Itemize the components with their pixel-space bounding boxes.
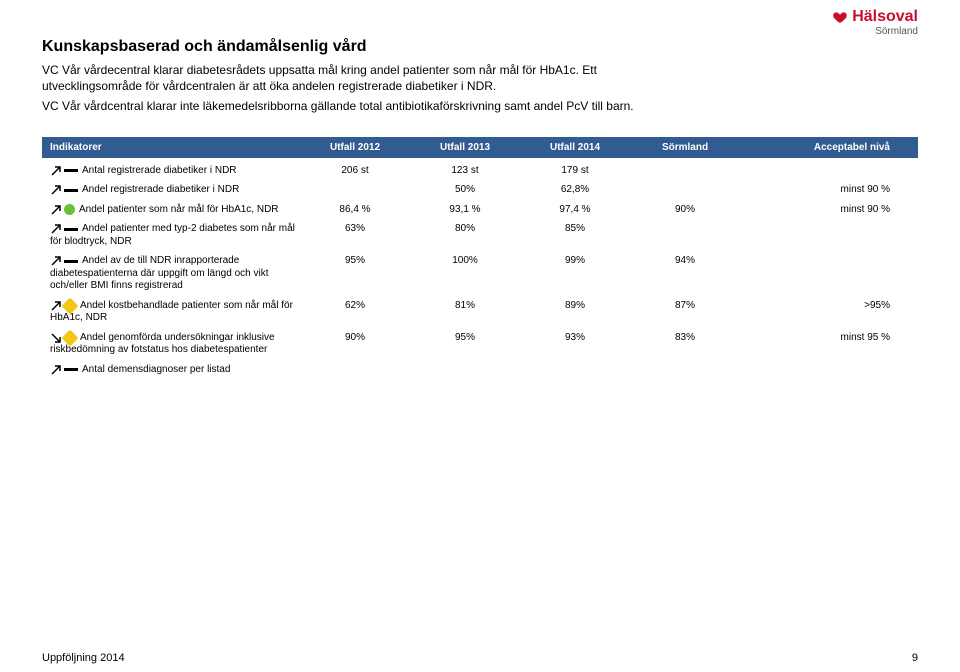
- cell-c3: 93%: [520, 332, 630, 343]
- cell-c1: 95%: [300, 255, 410, 266]
- intro-paragraph-2: VC Vår vårdcentral klarar inte läkemedel…: [42, 98, 682, 114]
- indicator-label: Andel kostbehandlade patienter som når m…: [50, 300, 300, 325]
- indicator-icons: [50, 165, 78, 177]
- indicator-label-text: Andel patienter med typ-2 diabetes som n…: [50, 223, 295, 247]
- cell-c4: 90%: [630, 204, 740, 215]
- logo-sub: Sörmland: [832, 26, 918, 37]
- cell-c2: 80%: [410, 223, 520, 234]
- table-row: Andel genomförda undersökningar inklusiv…: [42, 325, 918, 357]
- cell-c2: 81%: [410, 300, 520, 311]
- cell-c2: 123 st: [410, 165, 520, 176]
- indicator-label-text: Andel genomförda undersökningar inklusiv…: [50, 332, 275, 356]
- col-acceptabel: Acceptabel nivå: [740, 142, 890, 153]
- trend-up-icon: [50, 255, 62, 267]
- cell-c3: 62,8%: [520, 184, 630, 195]
- logo-brand: Hälsoval: [852, 8, 918, 26]
- indicator-label-text: Andel av de till NDR inrapporterade diab…: [50, 255, 268, 291]
- cell-c2: 95%: [410, 332, 520, 343]
- page-footer: Uppföljning 2014 9: [42, 652, 918, 664]
- indicator-label-text: Andel registrerade diabetiker i NDR: [82, 184, 239, 195]
- cell-c3: 85%: [520, 223, 630, 234]
- cell-c1: 63%: [300, 223, 410, 234]
- neutral-dash-icon: [64, 258, 78, 264]
- cell-c2: 50%: [410, 184, 520, 195]
- trend-up-icon: [50, 184, 62, 196]
- cell-c3: 179 st: [520, 165, 630, 176]
- cell-c3: 99%: [520, 255, 630, 266]
- cell-c1: 62%: [300, 300, 410, 311]
- indicator-label-text: Andel patienter som når mål för HbA1c, N…: [79, 204, 279, 215]
- cell-c3: 89%: [520, 300, 630, 311]
- table-row: Andel patienter med typ-2 diabetes som n…: [42, 216, 918, 248]
- neutral-dash-icon: [64, 226, 78, 232]
- table-row: Andel registrerade diabetiker i NDR 50%62…: [42, 177, 918, 197]
- table-row: Andel patienter som når mål för HbA1c, N…: [42, 197, 918, 217]
- indicator-label: Antal demensdiagnoser per listad: [50, 364, 300, 377]
- cell-c1: 90%: [300, 332, 410, 343]
- indicator-icons: [50, 332, 76, 344]
- table-row: Antal registrerade diabetiker i NDR 206 s…: [42, 158, 918, 178]
- status-green-icon: [64, 204, 75, 215]
- cell-c5: >95%: [740, 300, 890, 311]
- indicator-label-text: Antal registrerade diabetiker i NDR: [82, 165, 237, 176]
- intro-paragraph-1: VC Vår vårdecentral klarar diabetesrådet…: [42, 62, 682, 94]
- footer-page-number: 9: [912, 652, 918, 664]
- neutral-dash-icon: [64, 367, 78, 373]
- trend-up-icon: [50, 364, 62, 376]
- indicator-label-text: Andel kostbehandlade patienter som når m…: [50, 300, 293, 324]
- indicator-icons: [50, 184, 78, 196]
- trend-up-icon: [50, 300, 62, 312]
- indicator-label: Andel patienter med typ-2 diabetes som n…: [50, 223, 300, 248]
- table-row: Andel av de till NDR inrapporterade diab…: [42, 248, 918, 293]
- table-row: Andel kostbehandlade patienter som når m…: [42, 293, 918, 325]
- indicator-label: Antal registrerade diabetiker i NDR: [50, 165, 300, 178]
- col-sormland: Sörmland: [630, 142, 740, 153]
- indicator-icons: [50, 255, 78, 267]
- indicator-icons: [50, 204, 75, 216]
- indicators-table: Indikatorer Utfall 2012 Utfall 2013 Utfa…: [42, 137, 918, 377]
- indicator-label: Andel patienter som når mål för HbA1c, N…: [50, 204, 300, 217]
- cell-c4: 83%: [630, 332, 740, 343]
- cell-c5: minst 90 %: [740, 184, 890, 195]
- indicator-icons: [50, 223, 78, 235]
- col-utfall-2013: Utfall 2013: [410, 142, 520, 153]
- cell-c5: minst 95 %: [740, 332, 890, 343]
- indicator-label: Andel genomförda undersökningar inklusiv…: [50, 332, 300, 357]
- cell-c1: 86,4 %: [300, 204, 410, 215]
- neutral-dash-icon: [64, 168, 78, 174]
- col-indikatorer: Indikatorer: [50, 142, 300, 153]
- indicator-label: Andel av de till NDR inrapporterade diab…: [50, 255, 300, 293]
- indicator-icons: [50, 364, 78, 376]
- page-title: Kunskapsbaserad och ändamålsenlig vård: [42, 38, 918, 56]
- trend-up-icon: [50, 223, 62, 235]
- indicator-label-text: Antal demensdiagnoser per listad: [82, 364, 230, 375]
- cell-c2: 100%: [410, 255, 520, 266]
- table-header-row: Indikatorer Utfall 2012 Utfall 2013 Utfa…: [42, 137, 918, 158]
- cell-c5: minst 90 %: [740, 204, 890, 215]
- trend-up-icon: [50, 204, 62, 216]
- logo: Hälsoval Sörmland: [832, 8, 918, 37]
- cell-c3: 97,4 %: [520, 204, 630, 215]
- neutral-dash-icon: [64, 187, 78, 193]
- footer-left: Uppföljning 2014: [42, 652, 125, 664]
- indicator-label: Andel registrerade diabetiker i NDR: [50, 184, 300, 197]
- cell-c4: 87%: [630, 300, 740, 311]
- indicator-icons: [50, 300, 76, 312]
- table-row: Antal demensdiagnoser per listad: [42, 357, 918, 377]
- trend-down-icon: [50, 332, 62, 344]
- cell-c1: 206 st: [300, 165, 410, 176]
- col-utfall-2012: Utfall 2012: [300, 142, 410, 153]
- cell-c4: 94%: [630, 255, 740, 266]
- cell-c2: 93,1 %: [410, 204, 520, 215]
- col-utfall-2014: Utfall 2014: [520, 142, 630, 153]
- trend-up-icon: [50, 165, 62, 177]
